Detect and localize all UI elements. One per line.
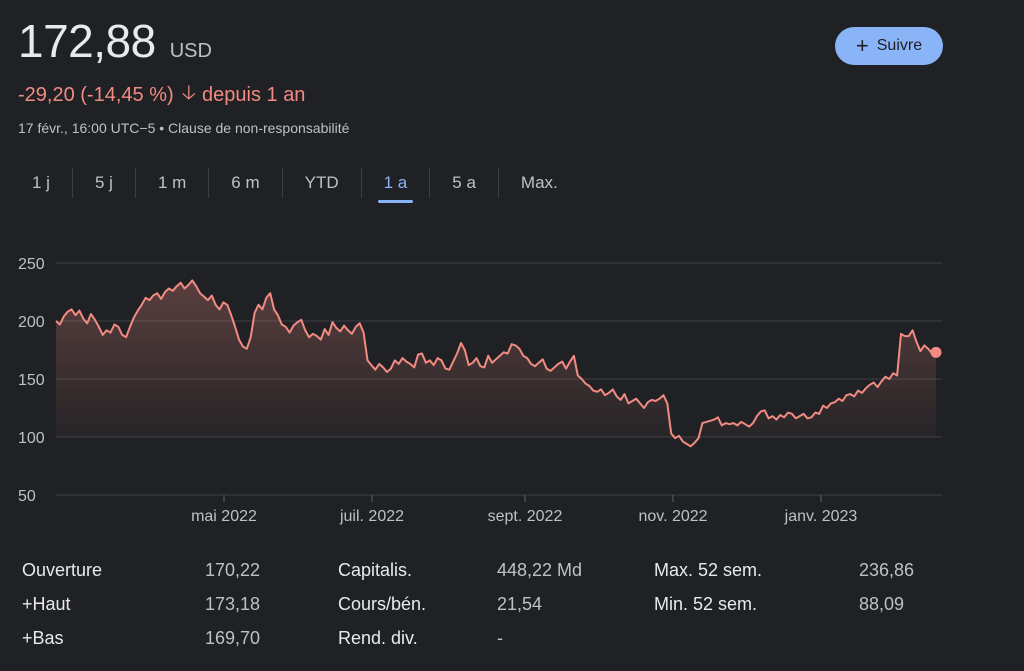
price-change: -29,20 (-14,45 %) <box>18 83 174 106</box>
tab-divider <box>134 168 136 198</box>
stat-value-low: 169,70 <box>205 628 261 648</box>
tab-1m[interactable]: 1 m <box>157 173 187 192</box>
y-tick-label: 250 <box>18 256 45 273</box>
stat-value-div: - <box>497 628 503 648</box>
stat-label-pe: Cours/bén. <box>338 594 427 614</box>
stat-value-mktcap: 448,22 Md <box>497 560 583 580</box>
stat-label-high: +Haut <box>22 594 71 614</box>
price-area <box>56 280 936 447</box>
change-period: depuis 1 an <box>202 83 306 106</box>
tab-1y[interactable]: 1 a <box>362 163 430 203</box>
stat-label-open: Ouverture <box>22 560 103 580</box>
y-tick-label: 50 <box>18 488 36 505</box>
tab-5y[interactable]: 5 a <box>452 173 476 192</box>
stat-label-div: Rend. div. <box>338 628 418 648</box>
current-price: 172,88 <box>18 15 156 67</box>
tab-divider <box>71 168 73 198</box>
tab-ytd[interactable]: YTD <box>304 173 339 192</box>
time-range-tabs: 1 j 5 j 1 m 6 m YTD 1 a 5 a Max. <box>10 163 580 203</box>
tab-5d[interactable]: 5 j <box>94 173 113 192</box>
tab-1d[interactable]: 1 j <box>32 173 50 192</box>
x-tick-label: mai 2022 <box>191 508 257 525</box>
price-chart[interactable]: 250 200 150 100 50 mai 2022 juil. 2022 sept. 20… <box>0 240 1024 540</box>
tab-6m[interactable]: 6 m <box>231 173 260 192</box>
stat-value-52w-low: 88,09 <box>859 594 905 614</box>
plus-icon: + <box>855 33 869 58</box>
currency-label: USD <box>169 40 212 62</box>
stat-label-mktcap: Capitalis. <box>338 560 413 580</box>
stat-value-open: 170,22 <box>205 560 261 580</box>
tab-max[interactable]: Max. <box>520 173 558 192</box>
y-tick-label: 150 <box>18 372 45 389</box>
tab-divider <box>208 168 210 198</box>
arrow-down-icon: 🡣 <box>181 82 197 104</box>
timestamp-disclaimer[interactable]: 17 févr., 16:00 UTC−5 • Clause de non-re… <box>18 120 350 136</box>
stat-value-pe: 21,54 <box>497 594 543 614</box>
x-tick-label: nov. 2022 <box>638 508 707 525</box>
x-tick-label: sept. 2022 <box>488 508 563 525</box>
follow-label: Suivre <box>876 37 923 54</box>
stat-value-high: 173,18 <box>205 594 261 614</box>
tab-divider <box>429 168 431 198</box>
current-price-dot <box>930 346 942 358</box>
x-tick-label: juil. 2022 <box>339 508 404 525</box>
follow-button[interactable]: + Suivre <box>835 27 943 65</box>
stat-value-52w-high: 236,86 <box>859 560 915 580</box>
y-tick-label: 100 <box>18 430 45 447</box>
price-line <box>55 279 937 448</box>
y-tick-label: 200 <box>18 314 45 331</box>
quote-header: 172,88 USD <box>18 14 212 68</box>
tab-divider <box>360 168 362 198</box>
stat-label-52w-high: Max. 52 sem. <box>654 560 763 580</box>
stat-label-low: +Bas <box>22 628 64 648</box>
stat-label-52w-low: Min. 52 sem. <box>654 594 758 614</box>
tab-divider <box>281 168 283 198</box>
tab-divider <box>497 168 499 198</box>
price-change-row: -29,20 (-14,45 %) 🡣 depuis 1 an <box>18 78 305 112</box>
x-tick-label: janv. 2023 <box>784 508 858 525</box>
